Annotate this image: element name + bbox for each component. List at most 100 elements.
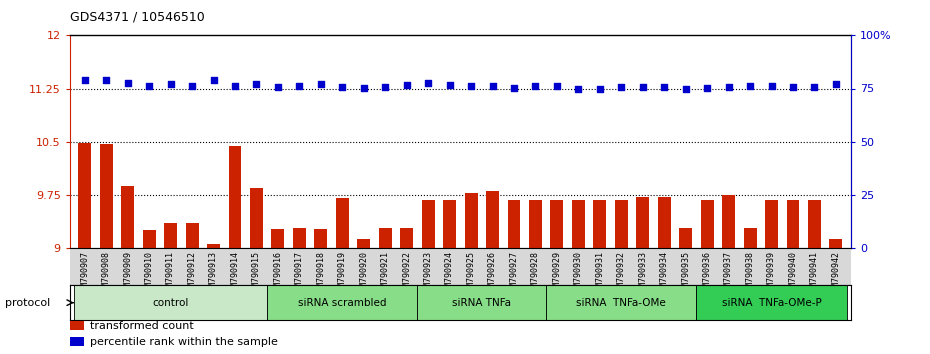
Point [464, 84, 479, 89]
Text: GSM790916: GSM790916 [273, 251, 283, 296]
Bar [465, 193, 477, 248]
Point [271, 84, 286, 90]
Text: protocol: protocol [5, 298, 50, 308]
Bar [336, 198, 349, 248]
Text: GSM790924: GSM790924 [445, 251, 454, 296]
Point [185, 83, 200, 88]
Bar [70, 321, 84, 330]
Point [807, 84, 822, 90]
Bar [78, 143, 91, 248]
Point [678, 86, 693, 91]
Bar [186, 223, 198, 248]
Bar [74, 285, 267, 320]
Point [313, 81, 328, 87]
Text: GSM790908: GSM790908 [101, 251, 111, 296]
Bar [142, 230, 155, 248]
Text: GSM790914: GSM790914 [231, 251, 240, 296]
Text: GSM790910: GSM790910 [145, 251, 153, 296]
Text: GSM790926: GSM790926 [488, 251, 497, 296]
Bar [744, 228, 756, 248]
Point [721, 84, 736, 90]
Bar [572, 200, 585, 248]
Text: GSM790933: GSM790933 [638, 251, 647, 296]
Bar [765, 200, 778, 248]
Text: GSM790915: GSM790915 [252, 251, 261, 296]
Point [249, 81, 264, 87]
Text: GSM790920: GSM790920 [359, 251, 368, 296]
Bar [379, 228, 392, 248]
Text: GSM790937: GSM790937 [724, 251, 733, 296]
Point [442, 82, 457, 88]
Bar [357, 239, 370, 248]
Text: percentile rank within the sample: percentile rank within the sample [90, 337, 278, 347]
Point [829, 81, 844, 86]
Text: siRNA  TNFa-OMe: siRNA TNFa-OMe [577, 298, 666, 308]
Point [571, 86, 586, 91]
Bar [723, 195, 735, 248]
Point [228, 83, 243, 88]
Point [77, 77, 92, 83]
Bar [551, 200, 564, 248]
Text: GSM790921: GSM790921 [380, 251, 390, 296]
Point [356, 85, 371, 91]
Bar [444, 200, 456, 248]
Text: GSM790939: GSM790939 [767, 251, 776, 296]
Text: GSM790930: GSM790930 [574, 251, 583, 296]
Point [99, 77, 113, 83]
Text: siRNA TNFa: siRNA TNFa [452, 298, 512, 308]
Text: GSM790932: GSM790932 [617, 251, 626, 296]
Text: GSM790928: GSM790928 [531, 251, 540, 296]
Text: GSM790936: GSM790936 [703, 251, 711, 296]
Bar [658, 197, 671, 248]
Text: GSM790922: GSM790922 [402, 251, 411, 296]
Text: transformed count: transformed count [90, 321, 193, 331]
Text: GSM790918: GSM790918 [316, 251, 326, 296]
Text: GSM790940: GSM790940 [789, 251, 798, 296]
Text: GSM790919: GSM790919 [338, 251, 347, 296]
Text: GSM790907: GSM790907 [80, 251, 89, 296]
Point [163, 81, 178, 86]
Bar [700, 200, 713, 248]
Point [614, 84, 629, 90]
Bar [697, 285, 846, 320]
Bar [400, 228, 413, 248]
Point [743, 84, 758, 89]
Bar [593, 200, 606, 248]
Bar [207, 244, 220, 248]
Bar [121, 186, 134, 248]
Text: GSM790934: GSM790934 [659, 251, 669, 296]
Text: siRNA  TNFa-OMe-P: siRNA TNFa-OMe-P [722, 298, 821, 308]
Point [507, 85, 522, 91]
Text: GSM790913: GSM790913 [209, 251, 218, 296]
Bar [787, 200, 800, 248]
Bar [272, 229, 285, 248]
Text: siRNA scrambled: siRNA scrambled [298, 298, 387, 308]
Text: GSM790909: GSM790909 [123, 251, 132, 296]
Bar [636, 197, 649, 248]
Text: GSM790941: GSM790941 [810, 251, 819, 296]
Point [206, 77, 221, 83]
Text: GDS4371 / 10546510: GDS4371 / 10546510 [70, 11, 205, 24]
Bar [100, 144, 113, 248]
Bar [546, 285, 697, 320]
Bar [70, 337, 84, 346]
Bar [830, 239, 843, 248]
Point [485, 84, 500, 89]
Bar [165, 223, 177, 248]
Point [699, 85, 714, 91]
Point [528, 84, 543, 89]
Point [420, 80, 435, 86]
Text: GSM790938: GSM790938 [746, 251, 754, 296]
Text: control: control [153, 298, 189, 308]
Point [335, 84, 350, 90]
Bar [421, 200, 434, 248]
Point [635, 84, 650, 90]
Bar [486, 191, 499, 248]
Text: GSM790935: GSM790935 [681, 251, 690, 296]
Text: GSM790912: GSM790912 [188, 251, 196, 296]
Bar [529, 200, 542, 248]
Bar [418, 285, 546, 320]
Point [764, 84, 779, 89]
Point [550, 84, 565, 89]
Text: GSM790931: GSM790931 [595, 251, 604, 296]
